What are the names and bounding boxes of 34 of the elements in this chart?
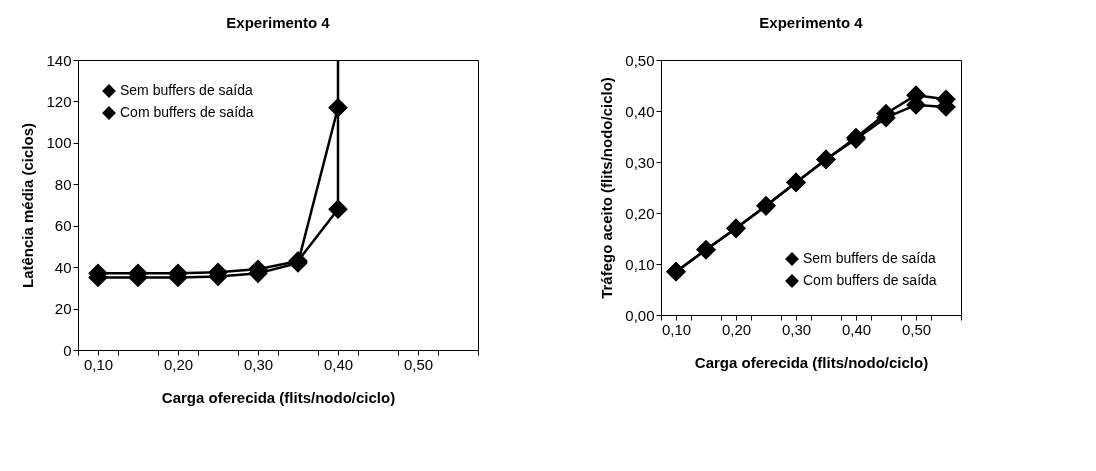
x-axis-title: Carga oferecida (flits/nodo/ciclo) — [161, 388, 396, 406]
y-tick-label: 60 — [54, 217, 72, 235]
y-tick-label: 0,00 — [625, 306, 655, 324]
legend-label: Com buffers de saída — [120, 104, 254, 120]
x-tick-label: 0,10 — [661, 320, 692, 338]
y-tick-label: 0,40 — [625, 102, 655, 120]
x-axis-title: Carga oferecida (flits/nodo/ciclo) — [694, 353, 929, 371]
y-tick-label: 80 — [54, 175, 72, 193]
y-axis-title: Latência média (ciclos) — [19, 122, 37, 289]
y-tick-label: 120 — [46, 92, 72, 110]
y-tick-label: 100 — [46, 134, 72, 152]
y-tick-label: 0,10 — [625, 255, 655, 273]
x-tick-label: 0,20 — [721, 320, 752, 338]
x-tick-label: 0,50 — [901, 320, 932, 338]
y-tick-label: 0,50 — [625, 51, 655, 69]
y-tick-label: 0,20 — [625, 204, 655, 222]
chart-title: Experimento 4 — [759, 14, 864, 31]
x-tick-label: 0,30 — [243, 355, 274, 373]
x-tick-label: 0,40 — [841, 320, 872, 338]
legend-label: Sem buffers de saída — [120, 82, 254, 98]
x-tick-label: 0,40 — [323, 355, 354, 373]
y-axis-title: Tráfego aceito (flits/nodo/ciclo) — [598, 77, 616, 299]
y-tick-label: 40 — [54, 258, 72, 276]
y-tick-label: 0,30 — [625, 153, 655, 171]
y-tick-label: 140 — [46, 51, 72, 69]
x-tick-label: 0,50 — [403, 355, 434, 373]
y-tick-label: 0 — [63, 341, 72, 359]
legend-label: Sem buffers de saída — [803, 250, 937, 266]
x-tick-label: 0,20 — [163, 355, 194, 373]
chart-title: Experimento 4 — [226, 14, 331, 31]
x-tick-label: 0,10 — [83, 355, 114, 373]
legend-label: Com buffers de saída — [803, 272, 937, 288]
x-tick-label: 0,30 — [781, 320, 812, 338]
y-tick-label: 20 — [54, 300, 72, 318]
